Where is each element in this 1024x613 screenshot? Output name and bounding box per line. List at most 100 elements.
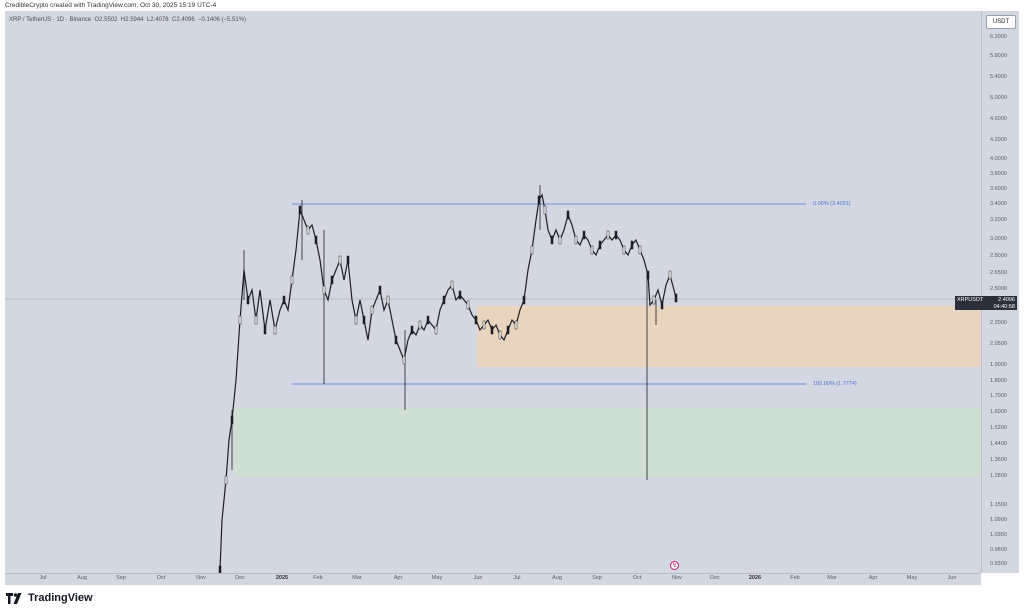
candle-body xyxy=(514,320,518,330)
change-value: −0.1406 (−5.51%) xyxy=(198,17,247,23)
candle-body xyxy=(298,205,302,215)
price-tick: 2.2000 xyxy=(990,320,1007,326)
low-label: L xyxy=(146,17,151,23)
tradingview-logo[interactable]: TradingView xyxy=(6,592,93,604)
candle-body xyxy=(590,245,594,255)
time-tick: 2026 xyxy=(748,575,762,581)
candle-body xyxy=(566,210,570,220)
price-tick: 2.8000 xyxy=(990,253,1007,259)
badge-price: 2.4096 xyxy=(998,297,1015,303)
time-tick: Jun xyxy=(473,575,483,581)
candle-body xyxy=(354,315,358,325)
candle-body xyxy=(522,295,526,305)
high-label: H xyxy=(120,17,126,23)
candle-body xyxy=(668,270,672,280)
time-tick: Aug xyxy=(552,575,562,581)
candle-body xyxy=(598,240,602,250)
candle-body xyxy=(466,300,470,310)
candle-body xyxy=(224,475,228,485)
candle-body xyxy=(322,285,326,295)
price-trace xyxy=(219,193,677,571)
candle-body xyxy=(410,325,414,335)
badge-countdown: 04:40:58 xyxy=(993,303,1015,310)
currency-button[interactable]: USDT xyxy=(986,15,1016,29)
price-tick: 3.4000 xyxy=(990,201,1007,207)
candle-body xyxy=(246,295,250,305)
candle-body xyxy=(458,290,462,300)
candlestick-series xyxy=(218,185,678,575)
close-value: 2.4096 xyxy=(176,17,195,23)
price-tick: 3.8000 xyxy=(990,171,1007,177)
time-tick: Nov xyxy=(196,575,206,581)
candle-body xyxy=(537,195,541,205)
candle-body xyxy=(574,235,578,245)
demand-zone[interactable] xyxy=(234,408,981,477)
price-tick: 1.3600 xyxy=(990,457,1007,463)
time-tick: 2025 xyxy=(275,575,289,581)
candle-body xyxy=(614,230,618,240)
chart-credit: CredibleCrypto created with TradingView.… xyxy=(5,2,217,9)
price-tick: 1.5200 xyxy=(990,425,1007,431)
price-tick: 1.0350 xyxy=(990,532,1007,538)
time-tick: Nov xyxy=(672,575,682,581)
candle-body xyxy=(550,235,554,245)
price-tick: 1.1500 xyxy=(990,502,1007,508)
open-value: 2.5502 xyxy=(99,17,118,23)
price-tick: 5.4000 xyxy=(990,74,1007,80)
candle-body xyxy=(498,330,502,340)
time-tick: Mar xyxy=(827,575,837,581)
price-tick: 3.0000 xyxy=(990,236,1007,242)
candle-body xyxy=(254,315,258,325)
price-tick: 1.0900 xyxy=(990,517,1007,523)
price-tick: 3.6000 xyxy=(990,186,1007,192)
candle-body xyxy=(230,415,234,425)
time-tick: Jun xyxy=(947,575,957,581)
time-tick: Sep xyxy=(592,575,602,581)
time-tick: Feb xyxy=(790,575,800,581)
tradingview-logo-icon xyxy=(6,592,22,604)
candle-body xyxy=(630,240,634,250)
time-tick: Jul xyxy=(39,575,47,581)
high-value: 2.5944 xyxy=(125,17,144,23)
candle-body xyxy=(652,295,656,305)
candle-body xyxy=(474,315,478,325)
price-tick: 1.8000 xyxy=(990,378,1007,384)
fib-top-label: 0.00% (3.4031) xyxy=(813,201,851,207)
time-tick: Feb xyxy=(313,575,323,581)
candle-body xyxy=(282,295,286,305)
candle-body xyxy=(660,300,664,310)
price-tick: 4.0000 xyxy=(990,156,1007,162)
candle-body xyxy=(674,293,678,303)
supply-zone[interactable] xyxy=(477,306,981,367)
time-tick: Mar xyxy=(352,575,362,581)
price-tick: 5.0000 xyxy=(990,95,1007,101)
candle-body xyxy=(402,355,406,365)
candle-body xyxy=(558,235,562,245)
candle-body xyxy=(394,335,398,345)
candle-body xyxy=(362,315,366,325)
price-tick: 5.8000 xyxy=(990,53,1007,59)
tradingview-logo-text: TradingView xyxy=(28,592,93,604)
candle-body xyxy=(490,325,494,335)
event-marker-icon[interactable]: ↯ xyxy=(670,561,679,570)
chart-canvas[interactable]: XRP / TetherUS · 1D · Binance O2.5502 H2… xyxy=(5,11,981,573)
price-tick: 3.2000 xyxy=(990,217,1007,223)
candle-body xyxy=(338,255,342,265)
price-tick: 1.2800 xyxy=(990,473,1007,479)
time-axis[interactable] xyxy=(5,573,981,585)
candle-body xyxy=(442,295,446,305)
time-tick: Dec xyxy=(235,575,245,581)
time-tick: Sep xyxy=(116,575,126,581)
price-tick: 2.6500 xyxy=(990,270,1007,276)
price-tick: 1.6000 xyxy=(990,409,1007,415)
price-tick: 0.9800 xyxy=(990,547,1007,553)
time-tick: Jul xyxy=(513,575,521,581)
price-axis[interactable] xyxy=(981,11,1019,573)
price-tick: 4.6000 xyxy=(990,116,1007,122)
candle-body xyxy=(346,255,350,265)
candle-body xyxy=(450,280,454,290)
symbol-legend[interactable]: XRP / TetherUS · 1D · Binance O2.5502 H2… xyxy=(9,17,246,23)
candle-body xyxy=(482,320,486,330)
price-tick: 2.0500 xyxy=(990,341,1007,347)
